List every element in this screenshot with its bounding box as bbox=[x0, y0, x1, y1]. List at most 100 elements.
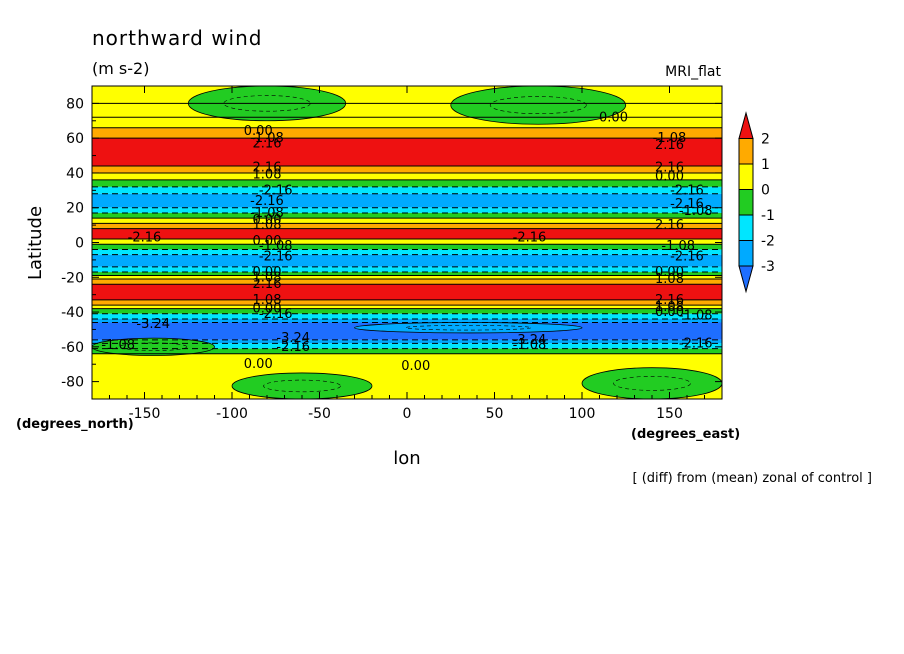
zonal-band-21 bbox=[92, 275, 722, 280]
colorbar-segment-0 bbox=[738, 111, 754, 139]
contour-label-25: -2.16 bbox=[670, 249, 704, 264]
colorbar-segment-6 bbox=[738, 265, 754, 294]
regional-contour-5 bbox=[354, 322, 583, 334]
zonal-band-4 bbox=[92, 138, 722, 166]
contour-label-9: -2.16 bbox=[250, 194, 284, 209]
colorbar-segment-4 bbox=[738, 214, 754, 241]
regional-contour-4 bbox=[92, 337, 215, 356]
x-tick-label-4: 50 bbox=[486, 406, 504, 422]
regional-patch-1 bbox=[450, 86, 626, 125]
contour-label-35: 1.08 bbox=[655, 300, 684, 315]
x-tick-label-2: -50 bbox=[308, 406, 331, 422]
colorbar-label-5: -3 bbox=[761, 259, 775, 275]
zonal-band-26 bbox=[92, 308, 722, 314]
regional-patch-4 bbox=[92, 338, 215, 356]
regional-inner-contour-3 bbox=[613, 376, 691, 391]
zonal-band-12 bbox=[92, 218, 722, 224]
contour-label-45: 0.00 bbox=[244, 357, 273, 372]
zonal-band-2 bbox=[92, 117, 722, 128]
contour-label-18: 2.16 bbox=[655, 218, 684, 233]
regional-patch-3 bbox=[582, 367, 722, 399]
x-tick-label-3: 0 bbox=[403, 406, 412, 422]
contour-label-2: 2.16 bbox=[253, 136, 282, 151]
contour-label-22: -1.08 bbox=[259, 239, 293, 254]
contour-label-43: -1.08 bbox=[513, 338, 547, 353]
plot-area bbox=[92, 86, 722, 399]
contour-label-5: 2.16 bbox=[655, 138, 684, 153]
contour-label-13: -2.16 bbox=[670, 197, 704, 212]
zonal-band-18 bbox=[92, 254, 722, 267]
zonal-band-28 bbox=[92, 319, 722, 323]
contour-label-29: 0.00 bbox=[655, 265, 684, 280]
contour-label-37: -1.08 bbox=[679, 309, 713, 324]
zonal-band-7 bbox=[92, 179, 722, 187]
contour-label-4: -1.08 bbox=[653, 131, 687, 146]
y-tick-label-2: -40 bbox=[61, 305, 84, 321]
colorbar-label-1: 1 bbox=[761, 157, 770, 173]
y-tick-label-8: 80 bbox=[66, 96, 84, 112]
contour-label-20: -2.16 bbox=[513, 230, 547, 245]
x-axis: -150 -100 -50 0 50 100 150 bbox=[109, 86, 705, 422]
contour-label-32: 1.08 bbox=[253, 293, 282, 308]
contour-label-16: 0.00 bbox=[253, 213, 282, 228]
y-tick-label-6: 40 bbox=[66, 166, 84, 182]
y-units-label: (degrees_north) bbox=[16, 417, 134, 432]
contour-label-31: 2.16 bbox=[655, 293, 684, 308]
colorbar: 2 1 0 -1 -2 -3 bbox=[738, 111, 775, 294]
contour-label-30: 1.08 bbox=[655, 272, 684, 287]
zonal-band-13 bbox=[92, 223, 722, 229]
y-axis: -80 -60 -40 -20 0 20 40 60 80 bbox=[61, 85, 722, 400]
zonal-band-19 bbox=[92, 266, 722, 273]
contour-label-34: -2.16 bbox=[259, 307, 293, 322]
contour-label-40: -3.24 bbox=[513, 333, 547, 348]
zonal-band-23 bbox=[92, 284, 722, 300]
contour-label-41: -2.16 bbox=[276, 340, 310, 355]
colorbar-label-0: 2 bbox=[761, 132, 770, 148]
zonal-band-20 bbox=[92, 272, 722, 276]
contour-label-39: -3.24 bbox=[276, 331, 310, 346]
zonal-band-30 bbox=[92, 339, 722, 344]
zonal-band-10 bbox=[92, 207, 722, 213]
zonal-band-5 bbox=[92, 165, 722, 173]
contour-labels: 0.00-1.082.160.00-1.082.162.161.08-2.16-… bbox=[101, 110, 712, 374]
zonal-band-6 bbox=[92, 172, 722, 180]
zonal-band-3 bbox=[92, 127, 722, 139]
contour-label-23: -2.16 bbox=[259, 249, 293, 264]
zonal-band-31 bbox=[92, 343, 722, 349]
y-tick-label-1: -60 bbox=[61, 340, 84, 356]
contour-label-19: -2.16 bbox=[128, 230, 162, 245]
contour-label-8: -2.16 bbox=[259, 183, 293, 198]
contour-label-26: 0.00 bbox=[253, 265, 282, 280]
colorbar-segment-3 bbox=[738, 189, 754, 216]
contour-label-1: -1.08 bbox=[250, 131, 284, 146]
x-tick-label-5: 100 bbox=[569, 406, 596, 422]
zonal-band-24 bbox=[92, 299, 722, 306]
contour-label-46: 0.00 bbox=[401, 359, 430, 374]
contour-label-15: -1.08 bbox=[250, 206, 284, 221]
regional-contour-1 bbox=[450, 86, 627, 125]
zonal-band-11 bbox=[92, 212, 722, 219]
zonal-band-32 bbox=[92, 348, 722, 354]
regional-contour-2 bbox=[231, 372, 373, 399]
contour-label-3: 0.00 bbox=[599, 110, 628, 125]
footnote: [ (diff) from (mean) zonal of control ] bbox=[633, 471, 872, 486]
chart-units: (m s-2) bbox=[92, 59, 149, 78]
chart-title: northward wind bbox=[92, 26, 262, 50]
regional-inner-contour-5 bbox=[405, 325, 532, 331]
colorbar-label-4: -2 bbox=[761, 234, 775, 250]
contour-lines bbox=[92, 86, 722, 399]
regional-inner-contour-1 bbox=[489, 96, 587, 115]
colorbar-label-3: -1 bbox=[761, 208, 775, 224]
x-units-label: (degrees_east) bbox=[631, 427, 740, 442]
contour-label-12: -2.16 bbox=[670, 183, 704, 198]
y-tick-label-4: 0 bbox=[75, 236, 84, 252]
y-tick-label-7: 60 bbox=[66, 131, 84, 147]
contour-label-28: 2.16 bbox=[253, 277, 282, 292]
zonal-band-9 bbox=[92, 193, 722, 208]
x-axis-label: lon bbox=[393, 448, 420, 469]
regional-contour-3 bbox=[581, 367, 722, 399]
y-axis-label: Latitude bbox=[25, 206, 46, 280]
y-tick-label-5: 20 bbox=[66, 201, 84, 217]
colorbar-segment-1 bbox=[738, 138, 754, 165]
